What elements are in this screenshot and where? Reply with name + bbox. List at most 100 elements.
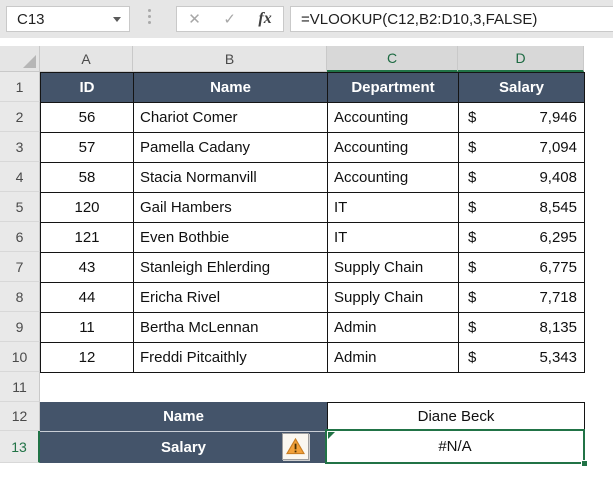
- table-row: 57 Pamella Cadany Accounting $ 7,094: [41, 133, 585, 163]
- cell-id[interactable]: 58: [41, 163, 134, 193]
- currency-symbol: $: [468, 259, 477, 276]
- cell-salary[interactable]: $ 7,946: [459, 103, 585, 133]
- salary-amount: 7,946: [539, 109, 577, 126]
- row-header-2[interactable]: 2: [0, 102, 40, 132]
- cell-name[interactable]: Stacia Normanvill: [134, 163, 328, 193]
- name-box-dropdown-icon[interactable]: [113, 16, 121, 22]
- cell-id[interactable]: 11: [41, 313, 134, 343]
- currency-symbol: $: [468, 139, 477, 156]
- error-indicator-icon: [328, 432, 335, 439]
- name-box-value: C13: [17, 10, 45, 28]
- column-header-b[interactable]: B: [133, 46, 327, 72]
- warning-icon: [286, 438, 305, 455]
- table-row: 56 Chariot Comer Accounting $ 7,946: [41, 103, 585, 133]
- cell-salary[interactable]: $ 7,718: [459, 283, 585, 313]
- cell-department[interactable]: Accounting: [328, 103, 459, 133]
- cell-salary[interactable]: $ 6,775: [459, 253, 585, 283]
- cell-id[interactable]: 12: [41, 343, 134, 373]
- select-all-icon: [23, 55, 36, 68]
- salary-amount: 5,343: [539, 349, 577, 366]
- cancel-icon[interactable]: ✕: [188, 11, 201, 28]
- lookup-salary-label-cell[interactable]: Salary: [40, 431, 327, 463]
- row-header-6[interactable]: 6: [0, 222, 40, 252]
- cell-salary[interactable]: $ 8,135: [459, 313, 585, 343]
- header-cell-name[interactable]: Name: [134, 73, 328, 103]
- formula-buttons: ✕ ✓ fx: [176, 6, 284, 32]
- select-all-corner[interactable]: [0, 46, 40, 72]
- cell-id[interactable]: 44: [41, 283, 134, 313]
- table-header-row: ID Name Department Salary: [41, 73, 585, 103]
- table-row: 58 Stacia Normanvill Accounting $ 9,408: [41, 163, 585, 193]
- table-row: 121 Even Bothbie IT $ 6,295: [41, 223, 585, 253]
- table-row: 43 Stanleigh Ehlerding Supply Chain $ 6,…: [41, 253, 585, 283]
- row-header-4[interactable]: 4: [0, 162, 40, 192]
- error-options-button[interactable]: [282, 433, 309, 460]
- cell-salary[interactable]: $ 7,094: [459, 133, 585, 163]
- cell-id[interactable]: 57: [41, 133, 134, 163]
- currency-symbol: $: [468, 169, 477, 186]
- row-header-7[interactable]: 7: [0, 252, 40, 282]
- cell-department[interactable]: Accounting: [328, 163, 459, 193]
- row-header-3[interactable]: 3: [0, 132, 40, 162]
- currency-symbol: $: [468, 109, 477, 126]
- currency-symbol: $: [468, 349, 477, 366]
- column-header-a[interactable]: A: [40, 46, 133, 72]
- cell-department[interactable]: Accounting: [328, 133, 459, 163]
- row-header-10[interactable]: 10: [0, 342, 40, 372]
- header-cell-salary[interactable]: Salary: [459, 73, 585, 103]
- row-header-1[interactable]: 1: [0, 72, 40, 102]
- table-row: 44 Ericha Rivel Supply Chain $ 7,718: [41, 283, 585, 313]
- cell-department[interactable]: Admin: [328, 313, 459, 343]
- currency-symbol: $: [468, 289, 477, 306]
- cell-name[interactable]: Gail Hambers: [134, 193, 328, 223]
- cell-department[interactable]: Supply Chain: [328, 253, 459, 283]
- cell-name[interactable]: Stanleigh Ehlerding: [134, 253, 328, 283]
- cell-name[interactable]: Even Bothbie: [134, 223, 328, 253]
- cell-department[interactable]: IT: [328, 193, 459, 223]
- cell-name[interactable]: Bertha McLennan: [134, 313, 328, 343]
- cell-name[interactable]: Freddi Pitcaithly: [134, 343, 328, 373]
- row-header-11[interactable]: 11: [0, 372, 40, 402]
- cell-department[interactable]: IT: [328, 223, 459, 253]
- insert-function-icon[interactable]: fx: [258, 10, 272, 27]
- formula-bar-handle-icon: [148, 9, 151, 24]
- row-header-9[interactable]: 9: [0, 312, 40, 342]
- header-cell-department[interactable]: Department: [328, 73, 459, 103]
- currency-symbol: $: [468, 229, 477, 246]
- lookup-name-label-cell[interactable]: Name: [40, 402, 327, 431]
- salary-amount: 6,775: [539, 259, 577, 276]
- cell-salary[interactable]: $ 6,295: [459, 223, 585, 253]
- cell-id[interactable]: 43: [41, 253, 134, 283]
- formula-input[interactable]: =VLOOKUP(C12,B2:D10,3,FALSE): [290, 6, 613, 32]
- column-header-d[interactable]: D: [458, 46, 584, 72]
- formula-bar: C13 ✕ ✓ fx =VLOOKUP(C12,B2:D10,3,FALSE): [0, 0, 613, 38]
- row-header-12[interactable]: 12: [0, 402, 40, 431]
- cell-department[interactable]: Supply Chain: [328, 283, 459, 313]
- cell-department[interactable]: Admin: [328, 343, 459, 373]
- salary-amount: 8,545: [539, 199, 577, 216]
- selected-cell-c13[interactable]: #N/A: [325, 429, 588, 467]
- cell-id[interactable]: 56: [41, 103, 134, 133]
- salary-amount: 9,408: [539, 169, 577, 186]
- cell-salary[interactable]: $ 9,408: [459, 163, 585, 193]
- table-row: 11 Bertha McLennan Admin $ 8,135: [41, 313, 585, 343]
- lookup-name-value-cell[interactable]: Diane Beck: [327, 402, 585, 431]
- cell-salary[interactable]: $ 8,545: [459, 193, 585, 223]
- name-box[interactable]: C13: [6, 6, 130, 32]
- row-header-13[interactable]: 13: [0, 431, 40, 463]
- salary-amount: 7,718: [539, 289, 577, 306]
- row-header-5[interactable]: 5: [0, 192, 40, 222]
- enter-icon[interactable]: ✓: [223, 11, 236, 28]
- salary-amount: 6,295: [539, 229, 577, 246]
- cell-id[interactable]: 121: [41, 223, 134, 253]
- cell-name[interactable]: Ericha Rivel: [134, 283, 328, 313]
- cell-name[interactable]: Chariot Comer: [134, 103, 328, 133]
- cell-id[interactable]: 120: [41, 193, 134, 223]
- column-header-c[interactable]: C: [327, 46, 458, 72]
- fill-handle[interactable]: [581, 460, 588, 467]
- cell-salary[interactable]: $ 5,343: [459, 343, 585, 373]
- lookup-name-label: Name: [163, 408, 204, 425]
- cell-name[interactable]: Pamella Cadany: [134, 133, 328, 163]
- header-cell-id[interactable]: ID: [41, 73, 134, 103]
- row-header-8[interactable]: 8: [0, 282, 40, 312]
